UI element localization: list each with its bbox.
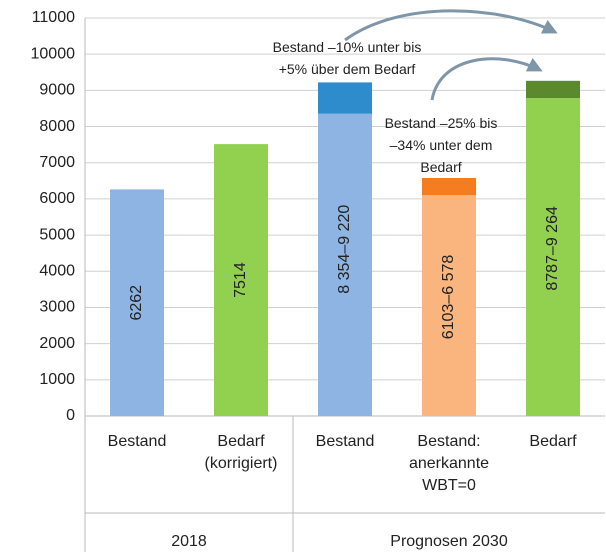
bar-range [526,80,580,99]
bar [214,144,268,416]
x-tick-label: Bestand [108,433,167,450]
y-tick-label: 2000 [39,335,75,352]
y-tick-label: 5000 [39,226,75,243]
y-tick-label: 0 [66,407,75,424]
y-tick-label: 9000 [39,82,75,99]
value-label: 8787–9 264 [544,206,561,291]
y-tick-label: 7000 [39,154,75,171]
value-label: 7514 [232,262,249,298]
group-label: 2018 [171,533,207,550]
value-label: 6103–6 578 [440,255,457,340]
annotation: Bestand –25% bis –34% unter dem Bedarf [385,115,498,175]
y-tick-label: 8000 [39,118,75,135]
arrow [430,57,543,101]
value-label: 8 354–9 220 [336,205,353,294]
annotation: Bestand –10% unter bis +5% über dem Bedar… [273,39,422,77]
x-tick-label: Bedarf [529,433,577,450]
y-tick-label: 11000 [32,9,75,26]
group-label: Prognosen 2030 [390,533,508,550]
x-tick-label: Bestand [316,433,375,450]
y-tick-label: 3000 [39,299,75,316]
value-label: 6262 [128,285,145,321]
x-tick-label: Bestand: anerkannte WBT=0 [409,433,489,494]
y-tick-label: 1000 [39,371,75,388]
bar-range [318,82,372,114]
arrow [344,9,558,42]
bar [110,189,164,416]
bar [526,98,580,416]
y-tick-label: 6000 [39,190,75,207]
bar-range [422,177,476,196]
x-tick-label: Bedarf (korrigiert) [205,433,278,472]
bar [318,113,372,416]
y-tick-label: 10000 [31,45,76,62]
y-tick-label: 4000 [39,262,75,279]
bar [422,195,476,416]
